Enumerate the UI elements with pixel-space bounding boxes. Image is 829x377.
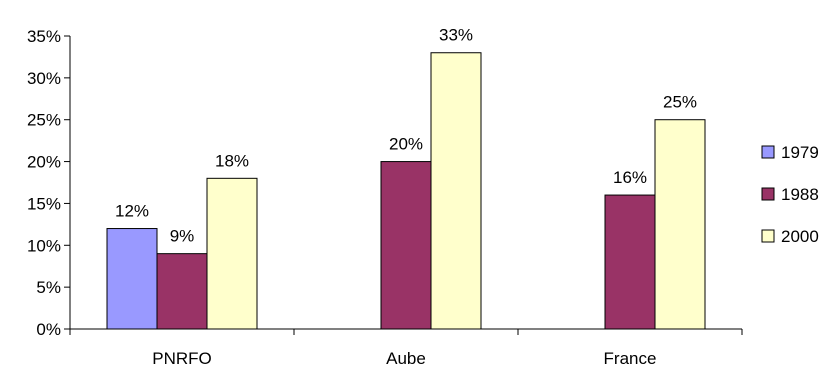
y-tick-label: 35%: [27, 27, 61, 46]
y-tick-label: 25%: [27, 111, 61, 130]
data-label: 16%: [613, 168, 647, 187]
legend-swatch: [761, 187, 775, 201]
bar: [106, 228, 158, 330]
y-axis: 0% 5% 10% 15% 20% 25% 30% 35%: [27, 27, 71, 339]
legend-label: 1988: [781, 185, 819, 204]
data-label: 20%: [389, 135, 423, 154]
data-label: 12%: [115, 202, 149, 221]
bars: [106, 52, 706, 330]
x-tick-label: Aube: [386, 349, 426, 368]
legend: 1979 1988 2000: [761, 143, 819, 246]
y-tick-label: 20%: [27, 153, 61, 172]
data-label: 25%: [663, 93, 697, 112]
x-tick-label: PNRFO: [152, 349, 212, 368]
data-labels: 12% 9% 18% 20% 33% 16% 25%: [115, 26, 697, 246]
legend-label: 2000: [781, 227, 819, 246]
y-tick-label: 30%: [27, 69, 61, 88]
legend-swatch: [761, 229, 775, 243]
y-tick-label: 0%: [36, 320, 61, 339]
data-label: 33%: [439, 26, 473, 45]
bar: [380, 161, 432, 330]
bar: [654, 119, 706, 330]
bar: [206, 177, 258, 330]
x-tick-label: France: [604, 349, 657, 368]
x-axis: PNRFO Aube France: [69, 328, 743, 368]
legend-swatch: [761, 145, 775, 159]
data-label: 18%: [215, 151, 249, 170]
y-tick-label: 5%: [36, 278, 61, 297]
bar: [430, 52, 482, 330]
data-label: 9%: [170, 227, 195, 246]
y-tick-label: 10%: [27, 236, 61, 255]
y-tick-label: 15%: [27, 194, 61, 213]
bar: [604, 194, 656, 330]
bar: [156, 253, 208, 330]
legend-label: 1979: [781, 143, 819, 162]
